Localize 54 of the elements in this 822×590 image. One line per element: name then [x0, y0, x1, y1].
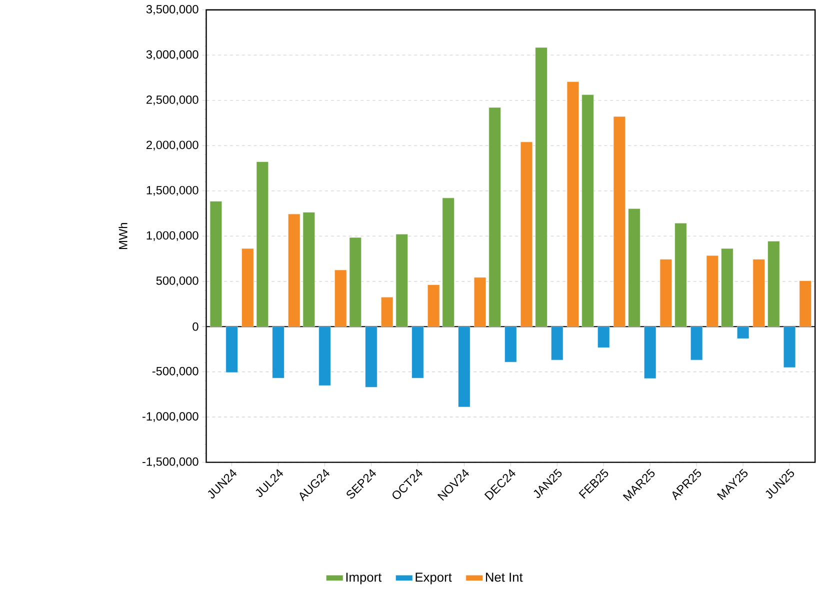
bar — [226, 326, 238, 373]
bar — [752, 259, 765, 327]
bar — [474, 277, 486, 327]
bar — [690, 326, 703, 360]
bar — [598, 326, 610, 348]
y-tick-label: -1,000,000 — [142, 412, 198, 422]
bar — [365, 326, 378, 388]
bar — [380, 296, 394, 327]
y-tick-label: -1,500,000 — [142, 457, 198, 468]
bar — [396, 234, 408, 327]
bar — [660, 259, 672, 327]
bar — [628, 208, 640, 327]
bar — [706, 255, 718, 327]
bar — [783, 326, 796, 368]
bar — [768, 241, 780, 327]
bar — [721, 248, 734, 327]
bar — [582, 94, 594, 327]
bar — [427, 284, 440, 327]
bar — [520, 142, 533, 327]
bar — [458, 326, 470, 408]
y-tick-label: 1,500,000 — [146, 186, 198, 196]
y-tick-label: 500,000 — [156, 276, 198, 286]
bar — [644, 326, 656, 379]
y-axis-title: MWh — [118, 223, 128, 249]
bar — [674, 222, 687, 327]
y-tick-label: 0 — [192, 322, 198, 331]
bar — [488, 107, 501, 327]
bar — [256, 162, 269, 327]
bar — [318, 326, 331, 386]
bar — [412, 326, 424, 378]
bar — [288, 214, 300, 327]
legend-label: Export — [416, 572, 452, 584]
legend-label: Import — [346, 572, 382, 584]
bar — [551, 326, 564, 360]
bar — [272, 326, 284, 378]
bar — [613, 116, 626, 327]
legend-label: Net Int — [486, 572, 523, 582]
y-tick-label: 2,000,000 — [146, 140, 198, 151]
bar — [535, 47, 548, 327]
bar — [799, 280, 812, 327]
bar — [302, 212, 316, 327]
bar — [736, 326, 750, 339]
bar — [566, 82, 580, 327]
bar — [242, 248, 254, 327]
bar — [334, 270, 347, 327]
bar — [504, 326, 517, 362]
y-tick-label: 1,000,000 — [146, 231, 198, 242]
bar — [442, 198, 454, 327]
bar — [210, 201, 222, 327]
y-tick-label: 2,500,000 — [146, 95, 198, 106]
y-tick-label: -500,000 — [152, 366, 198, 377]
y-tick-label: 3,000,000 — [146, 50, 198, 60]
y-tick-label: 3,500,000 — [146, 4, 198, 15]
bar — [349, 237, 362, 327]
